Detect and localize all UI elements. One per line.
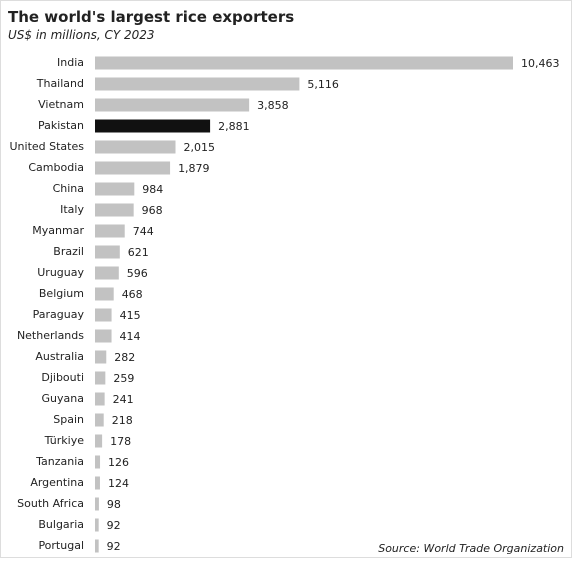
- value-label: 282: [114, 351, 135, 364]
- bar: [95, 434, 103, 448]
- category-label: Türkiye: [44, 434, 85, 447]
- bar: [95, 329, 112, 343]
- value-label: 92: [107, 540, 121, 553]
- category-label: United States: [10, 140, 85, 153]
- value-label: 2,881: [218, 120, 250, 133]
- category-label: Spain: [53, 413, 84, 426]
- value-label: 596: [127, 267, 148, 280]
- value-label: 415: [120, 309, 141, 322]
- category-label: Tanzania: [35, 455, 84, 468]
- value-label: 126: [108, 456, 129, 469]
- bar: [95, 119, 211, 133]
- category-label: Italy: [60, 203, 84, 216]
- value-label: 984: [142, 183, 163, 196]
- category-label: Pakistan: [38, 119, 84, 132]
- bar: [95, 77, 300, 91]
- bar: [95, 182, 135, 196]
- category-label: Uruguay: [37, 266, 84, 279]
- category-label: Vietnam: [38, 98, 84, 111]
- category-label: Cambodia: [28, 161, 84, 174]
- bar: [95, 98, 250, 112]
- bar: [95, 476, 100, 490]
- value-label: 744: [133, 225, 154, 238]
- category-label: South Africa: [17, 497, 84, 510]
- value-label: 98: [107, 498, 121, 511]
- bar: [95, 203, 134, 217]
- bar: [95, 266, 119, 280]
- bar: [95, 392, 105, 406]
- source: Source: World Trade Organization: [378, 542, 564, 555]
- value-label: 468: [122, 288, 143, 301]
- bar: [95, 161, 171, 175]
- category-label: Australia: [35, 350, 84, 363]
- chart-title: The world's largest rice exporters: [8, 8, 294, 26]
- bar: [95, 455, 101, 469]
- chart-subtitle: US$ in millions, CY 2023: [8, 28, 155, 42]
- value-label: 218: [112, 414, 133, 427]
- bar: [95, 350, 107, 364]
- category-label: Thailand: [36, 77, 84, 90]
- value-label: 621: [128, 246, 149, 259]
- category-label: Myanmar: [32, 224, 84, 237]
- value-label: 414: [120, 330, 141, 343]
- value-label: 968: [142, 204, 163, 217]
- category-label: Belgium: [39, 287, 84, 300]
- bar: [95, 56, 513, 70]
- category-label: Netherlands: [17, 329, 84, 342]
- category-label: Portugal: [38, 539, 84, 552]
- category-label: Bulgaria: [38, 518, 84, 531]
- value-label: 10,463: [521, 57, 560, 70]
- value-label: 259: [113, 372, 134, 385]
- category-label: Guyana: [42, 392, 84, 405]
- bar: [95, 140, 176, 154]
- value-label: 3,858: [257, 99, 289, 112]
- value-label: 241: [113, 393, 134, 406]
- category-label: Brazil: [53, 245, 84, 258]
- value-label: 178: [110, 435, 131, 448]
- category-label: India: [57, 56, 84, 69]
- bar: [95, 245, 120, 259]
- bar: [95, 371, 106, 385]
- bar: [95, 224, 125, 238]
- bar: [95, 413, 104, 427]
- category-label: Argentina: [30, 476, 84, 489]
- bar: [95, 518, 99, 532]
- bar: [95, 539, 99, 553]
- category-label: Djibouti: [41, 371, 84, 384]
- category-label: Paraguay: [33, 308, 85, 321]
- value-label: 2,015: [183, 141, 215, 154]
- value-label: 5,116: [307, 78, 339, 91]
- bar: [95, 497, 99, 511]
- bar: [95, 308, 112, 322]
- value-label: 1,879: [178, 162, 210, 175]
- value-label: 124: [108, 477, 129, 490]
- bar: [95, 287, 114, 301]
- value-label: 92: [107, 519, 121, 532]
- category-label: China: [53, 182, 84, 195]
